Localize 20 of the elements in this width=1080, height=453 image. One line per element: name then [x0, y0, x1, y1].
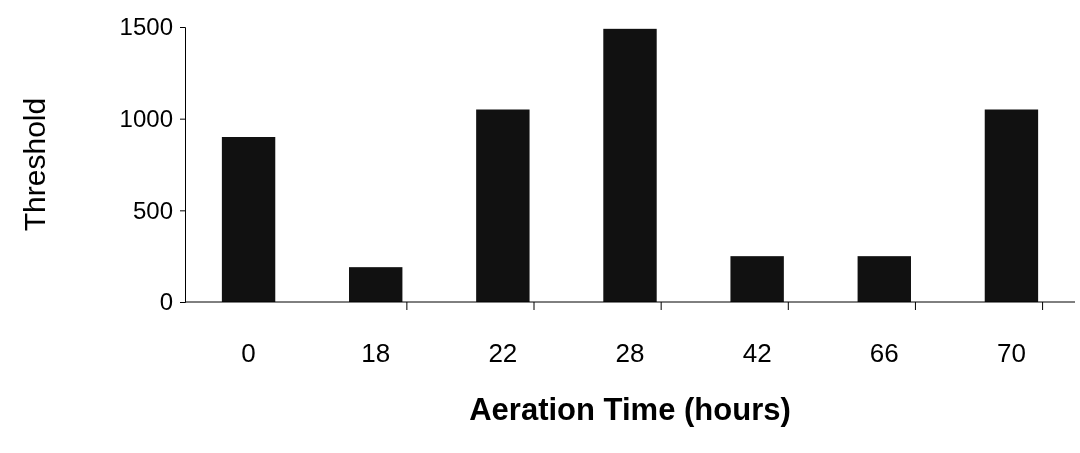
- bar: [730, 256, 784, 302]
- x-tick-label: 18: [361, 338, 391, 368]
- y-tick-label: 500: [132, 196, 173, 224]
- bar: [221, 137, 276, 302]
- bar: [857, 256, 911, 302]
- bar: [603, 28, 657, 302]
- x-axis-title: Aeration Time (hours): [469, 392, 791, 427]
- bar: [984, 109, 1039, 302]
- x-tick-label: 42: [742, 338, 772, 368]
- y-axis-title: Threshold: [18, 97, 51, 232]
- bar: [476, 109, 530, 302]
- x-tick-label: 0: [241, 338, 256, 368]
- x-tick-label: 22: [488, 338, 518, 368]
- y-tick-label: 1000: [119, 104, 173, 132]
- y-tick-label: 0: [159, 288, 173, 316]
- x-tick-label: 70: [996, 338, 1026, 368]
- x-tick-label: 66: [869, 338, 899, 368]
- y-tick-label: 1500: [119, 13, 173, 41]
- bar: [349, 267, 403, 302]
- x-tick-label: 28: [615, 338, 645, 368]
